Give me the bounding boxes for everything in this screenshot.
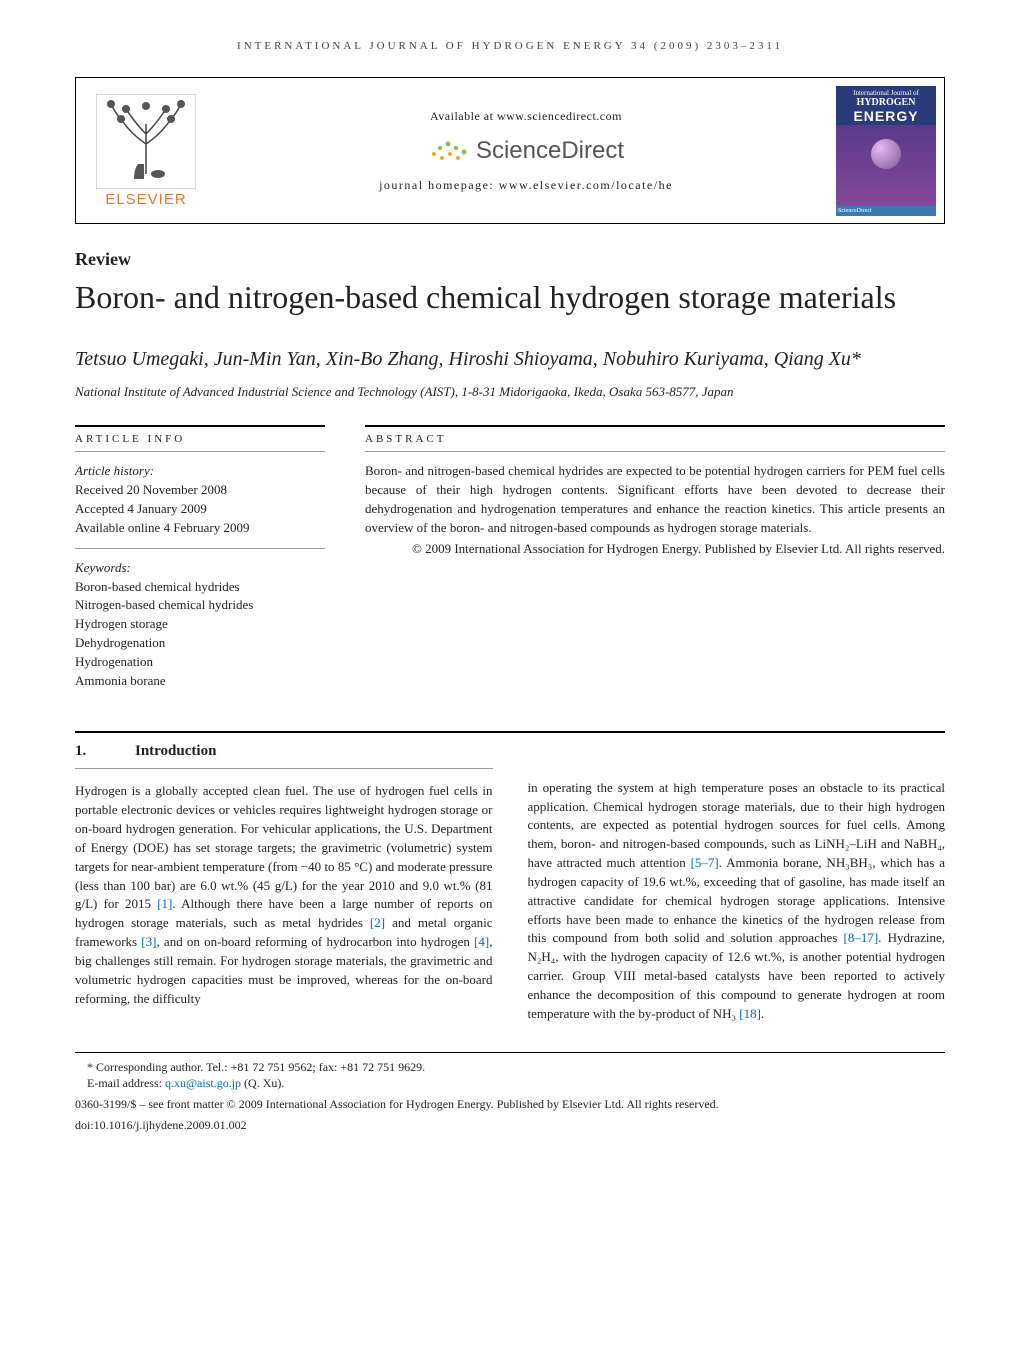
citation-link[interactable]: [3] bbox=[141, 934, 156, 949]
body-paragraph: in operating the system at high temperat… bbox=[528, 779, 946, 1024]
authors: Tetsuo Umegaki, Jun-Min Yan, Xin-Bo Zhan… bbox=[75, 346, 945, 372]
section-number: 1. bbox=[75, 741, 135, 763]
corresponding-author: * Corresponding author. Tel.: +81 72 751… bbox=[75, 1059, 945, 1076]
sciencedirect-text: ScienceDirect bbox=[476, 137, 624, 165]
footnote-block: * Corresponding author. Tel.: +81 72 751… bbox=[75, 1052, 945, 1134]
keyword: Hydrogenation bbox=[75, 653, 325, 672]
history-head: Article history: bbox=[75, 462, 325, 481]
affiliation: National Institute of Advanced Industria… bbox=[75, 384, 945, 400]
body-left-column: 1.Introduction Hydrogen is a globally ac… bbox=[75, 733, 493, 1037]
citation-link[interactable]: [4] bbox=[474, 934, 489, 949]
article-info-column: ARTICLE INFO Article history: Received 2… bbox=[75, 425, 325, 700]
body-paragraph: Hydrogen is a globally accepted clean fu… bbox=[75, 782, 493, 1008]
section-heading-intro: 1.Introduction bbox=[75, 733, 493, 770]
header-center: Available at www.sciencedirect.com Scien… bbox=[216, 109, 836, 193]
abstract-copyright: © 2009 International Association for Hyd… bbox=[365, 540, 945, 559]
cover-hydrogen: HYDROGEN bbox=[836, 97, 936, 108]
keyword: Hydrogen storage bbox=[75, 615, 325, 634]
citation-link[interactable]: [2] bbox=[370, 915, 385, 930]
keyword: Dehydrogenation bbox=[75, 634, 325, 653]
citation-link[interactable]: [5–7] bbox=[691, 855, 719, 870]
journal-homepage-text: journal homepage: www.elsevier.com/locat… bbox=[379, 178, 673, 193]
journal-header: ELSEVIER Available at www.sciencedirect.… bbox=[75, 77, 945, 224]
info-abstract-row: ARTICLE INFO Article history: Received 2… bbox=[75, 425, 945, 700]
article-info-label: ARTICLE INFO bbox=[75, 425, 325, 452]
sciencedirect-logo: ScienceDirect bbox=[428, 136, 624, 166]
abstract-label: ABSTRACT bbox=[365, 425, 945, 452]
email-link[interactable]: q.xu@aist.go.jp bbox=[165, 1076, 241, 1090]
cover-sphere-icon bbox=[871, 139, 901, 169]
abstract-column: ABSTRACT Boron- and nitrogen-based chemi… bbox=[365, 425, 945, 700]
citation-link[interactable]: [18] bbox=[739, 1006, 761, 1021]
abstract-text: Boron- and nitrogen-based chemical hydri… bbox=[365, 462, 945, 537]
keyword: Nitrogen-based chemical hydrides bbox=[75, 596, 325, 615]
elsevier-wordmark: ELSEVIER bbox=[105, 191, 186, 208]
running-head: INTERNATIONAL JOURNAL OF HYDROGEN ENERGY… bbox=[75, 40, 945, 52]
article-type: Review bbox=[75, 249, 945, 270]
journal-cover-thumbnail: International Journal of HYDROGEN ENERGY… bbox=[836, 86, 936, 216]
elsevier-tree-icon bbox=[96, 94, 196, 189]
article-history: Article history: Received 20 November 20… bbox=[75, 462, 325, 548]
cover-sd-badge: ScienceDirect bbox=[836, 206, 936, 216]
body-columns: 1.Introduction Hydrogen is a globally ac… bbox=[75, 731, 945, 1037]
cover-energy: ENERGY bbox=[836, 108, 936, 124]
keywords-block: Keywords: Boron-based chemical hydrides … bbox=[75, 559, 325, 701]
section-title: Introduction bbox=[135, 743, 216, 759]
available-at-text: Available at www.sciencedirect.com bbox=[430, 109, 622, 124]
doi-line: doi:10.1016/j.ijhydene.2009.01.002 bbox=[75, 1117, 945, 1134]
keyword: Ammonia borane bbox=[75, 672, 325, 691]
cover-intl: International Journal of bbox=[836, 86, 936, 97]
sciencedirect-dots-icon bbox=[428, 136, 468, 166]
issn-line: 0360-3199/$ – see front matter © 2009 In… bbox=[75, 1096, 945, 1113]
article-title: Boron- and nitrogen-based chemical hydro… bbox=[75, 278, 945, 316]
received-date: Received 20 November 2008 bbox=[75, 481, 325, 500]
citation-link[interactable]: [1] bbox=[157, 896, 172, 911]
keyword: Boron-based chemical hydrides bbox=[75, 578, 325, 597]
citation-link[interactable]: [8–17] bbox=[844, 930, 879, 945]
body-right-column: in operating the system at high temperat… bbox=[528, 733, 946, 1037]
keywords-head: Keywords: bbox=[75, 559, 325, 578]
email-line: E-mail address: q.xu@aist.go.jp (Q. Xu). bbox=[75, 1075, 945, 1092]
accepted-date: Accepted 4 January 2009 bbox=[75, 500, 325, 519]
online-date: Available online 4 February 2009 bbox=[75, 519, 325, 538]
publisher-logo-block: ELSEVIER bbox=[76, 89, 216, 213]
